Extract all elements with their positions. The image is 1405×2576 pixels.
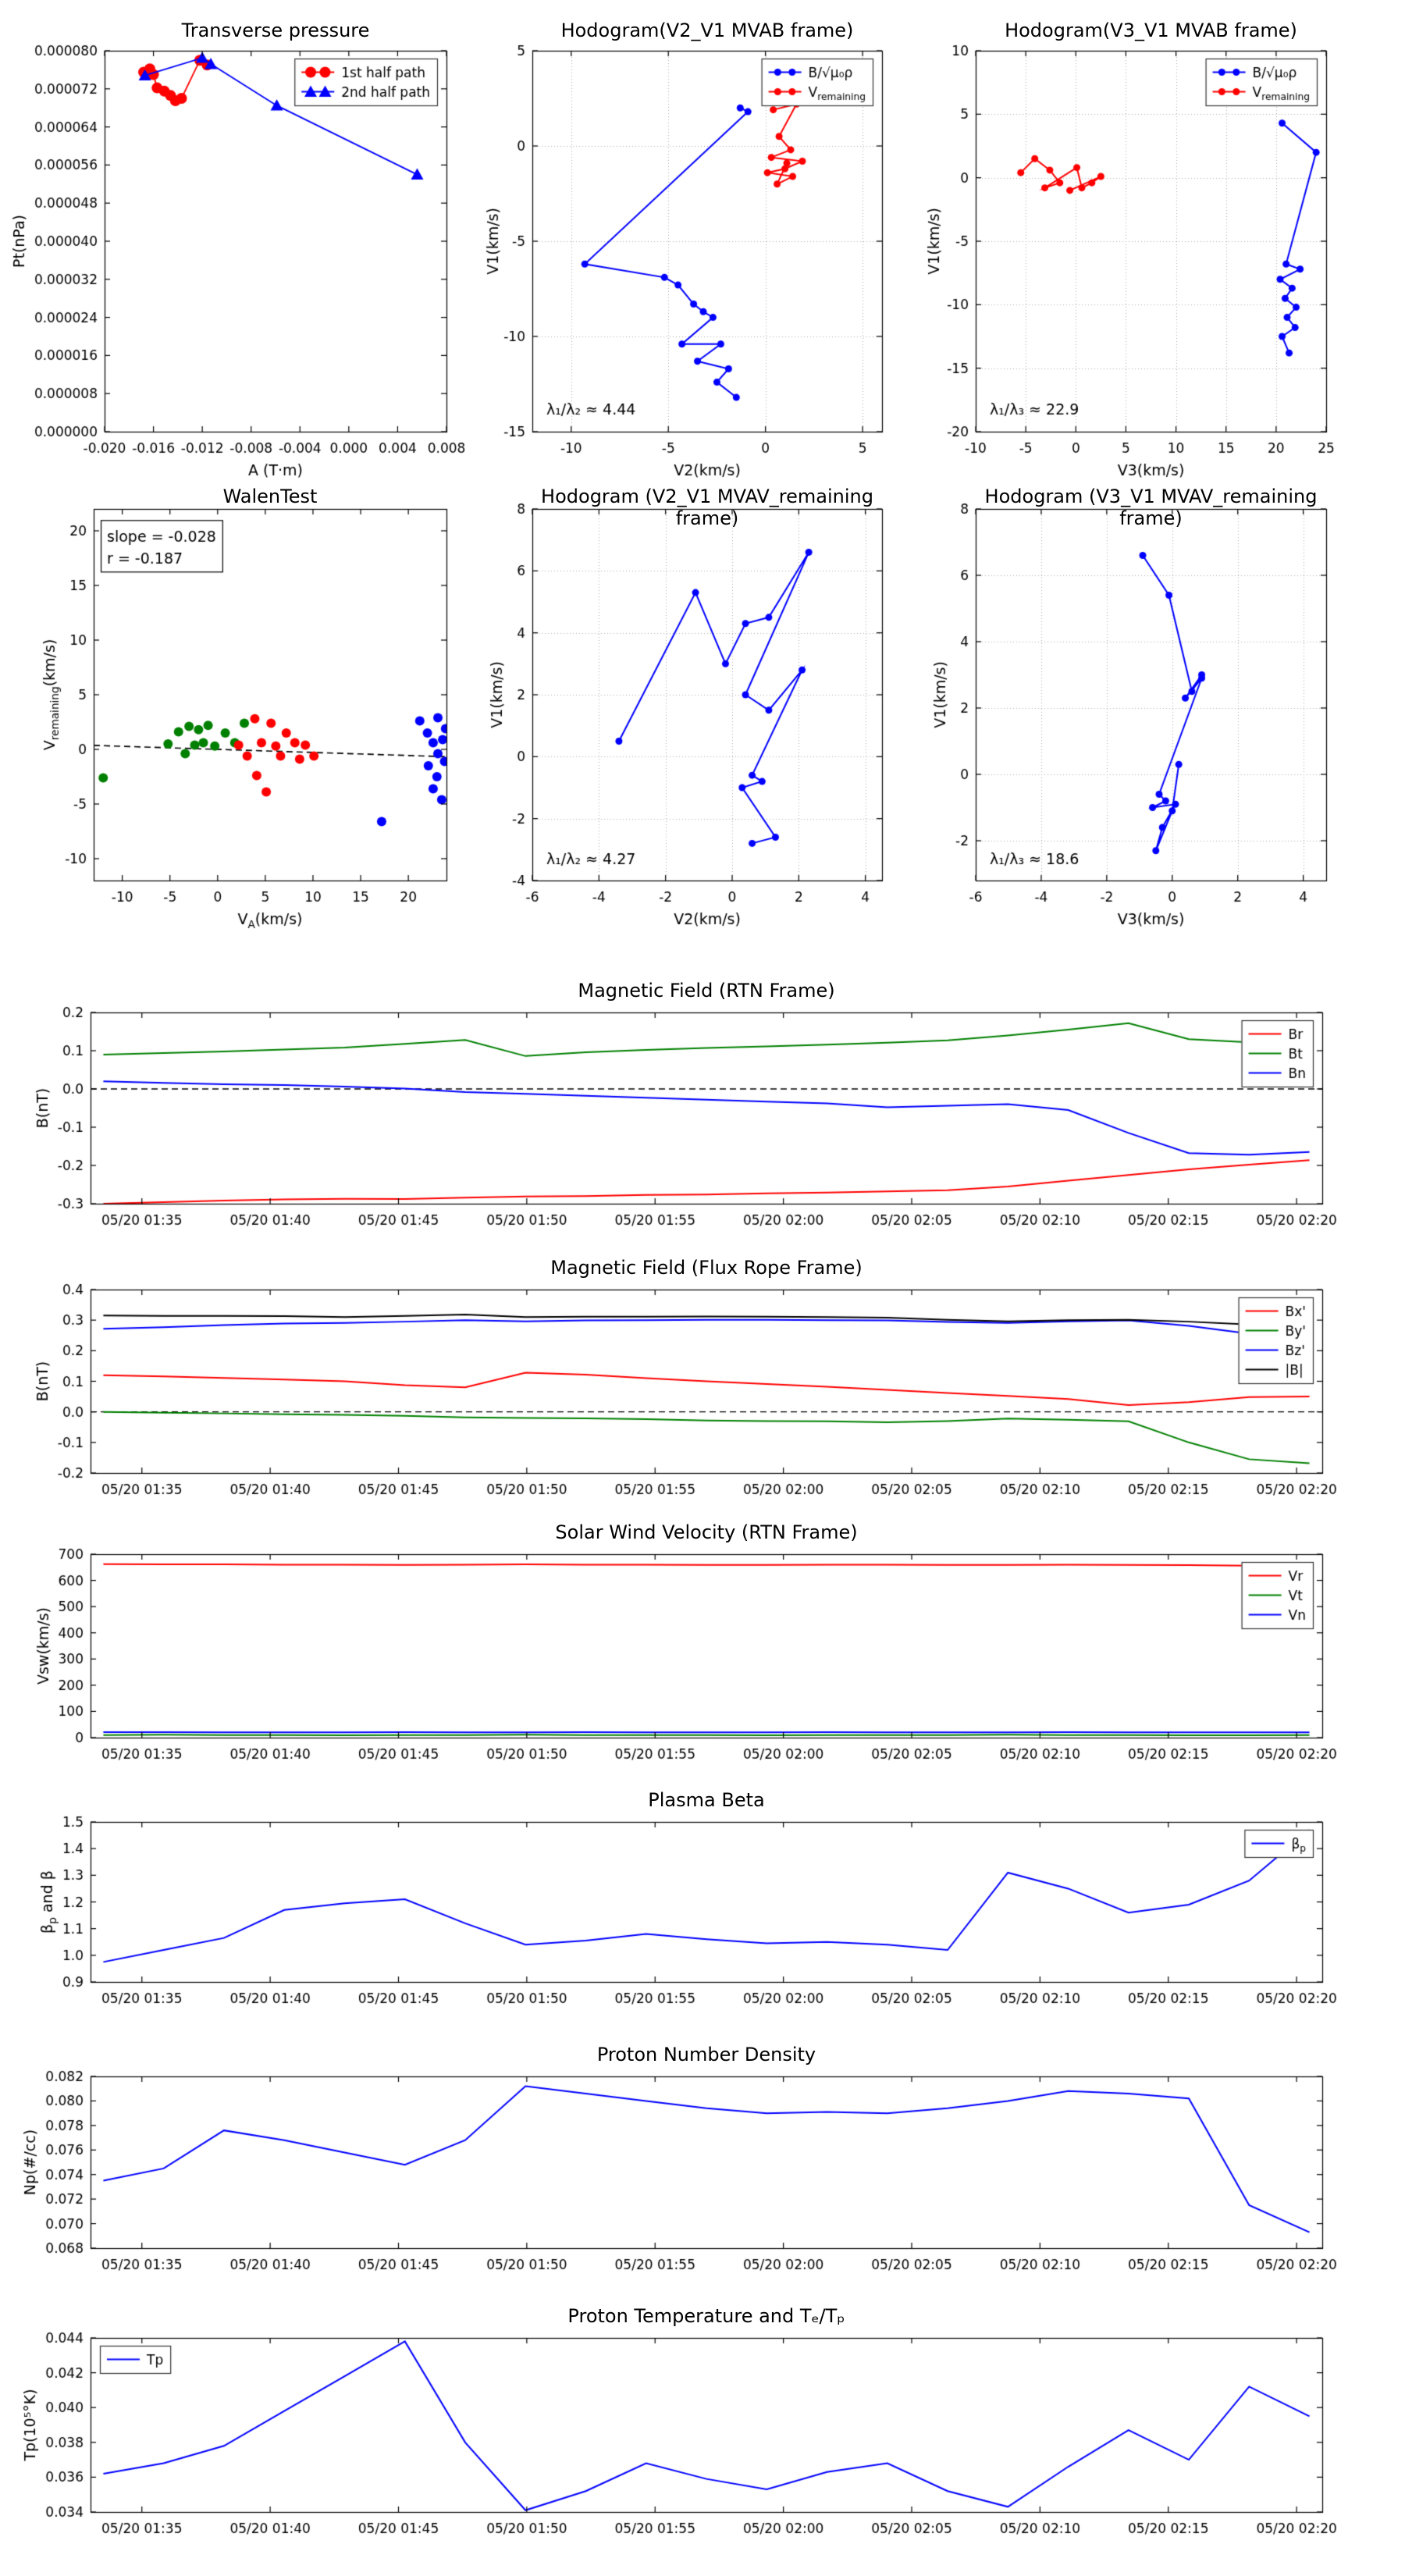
chart-proton-number-density: Proton Number Density [8, 2036, 1397, 2286]
hodogram-v3v1-mvab-canvas [925, 12, 1362, 480]
chart-hodogram-v3v1-mvab: Hodogram(V3_V1 MVAB frame) [925, 12, 1362, 480]
chart-hodogram-v2v1-mvab: Hodogram(V2_V1 MVAB frame) [484, 12, 921, 480]
chart-title: Solar Wind Velocity (RTN Frame) [555, 1521, 858, 1543]
chart-plasma-beta: Plasma Beta [8, 1781, 1397, 2019]
chart-walen-test: WalenTest [8, 478, 476, 929]
chart-title: Hodogram (V2_V1 MVAV_remaining frame) [541, 486, 873, 529]
proton-temperature-canvas [8, 2297, 1397, 2549]
magnetic-field-flux-rope-canvas [8, 1249, 1397, 1510]
chart-title: Hodogram(V2_V1 MVAB frame) [560, 20, 854, 41]
chart-title: Hodogram(V3_V1 MVAB frame) [1005, 20, 1297, 41]
chart-title: Magnetic Field (Flux Rope Frame) [550, 1257, 863, 1279]
chart-magnetic-field-flux-rope: Magnetic Field (Flux Rope Frame) [8, 1249, 1397, 1510]
chart-magnetic-field-rtn: Magnetic Field (RTN Frame) [8, 972, 1397, 1241]
chart-title: Proton Number Density [596, 2044, 816, 2065]
chart-title: Proton Temperature and Tₑ/Tₚ [567, 2305, 845, 2327]
hodogram-v2v1-mvav-canvas [484, 478, 921, 929]
chart-title: Plasma Beta [648, 1789, 765, 1811]
hodogram-v3v1-mvav-canvas [925, 478, 1362, 929]
chart-hodogram-v2v1-mvav: Hodogram (V2_V1 MVAV_remaining frame) [484, 478, 921, 929]
proton-number-density-canvas [8, 2036, 1397, 2286]
chart-transverse-pressure: Transverse pressure [8, 12, 476, 480]
chart-hodogram-v3v1-mvav: Hodogram (V3_V1 MVAV_remaining frame) [925, 478, 1362, 929]
chart-title: Magnetic Field (RTN Frame) [578, 980, 835, 1002]
solar-wind-velocity-canvas [8, 1514, 1397, 1775]
walen-test-canvas [8, 478, 476, 929]
plasma-beta-canvas [8, 1781, 1397, 2019]
chart-title: Transverse pressure [181, 20, 370, 41]
chart-title: Hodogram (V3_V1 MVAV_remaining frame) [984, 486, 1318, 529]
transverse-pressure-canvas [8, 12, 476, 480]
chart-solar-wind-velocity: Solar Wind Velocity (RTN Frame) [8, 1514, 1397, 1775]
magnetic-field-rtn-canvas [8, 972, 1397, 1241]
chart-proton-temperature: Proton Temperature and Tₑ/Tₚ [8, 2297, 1397, 2549]
chart-title: WalenTest [222, 486, 318, 507]
hodogram-v2v1-mvab-canvas [484, 12, 921, 480]
